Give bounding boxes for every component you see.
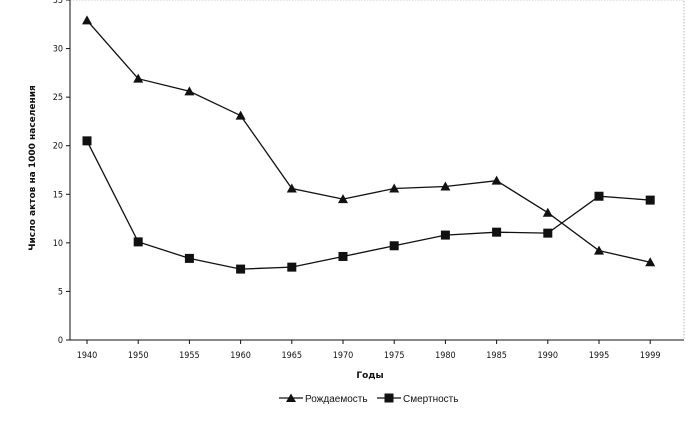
y-tick-label: 30 [53, 45, 63, 55]
point-death [184, 253, 194, 263]
x-tick-label: 1955 [179, 351, 200, 361]
x-tick-label: 1970 [333, 351, 354, 361]
point-birth [645, 257, 656, 267]
point-birth [133, 73, 144, 83]
x-axis-title: Годы [356, 371, 383, 381]
point-death [236, 264, 246, 274]
y-tick-label: 10 [53, 239, 63, 249]
point-death [287, 262, 297, 272]
legend-label-death: Смертность [403, 394, 458, 405]
y-tick-label: 25 [53, 93, 63, 103]
point-death [492, 227, 502, 237]
series-line-death [86, 140, 651, 270]
x-tick-label: 1985 [486, 351, 507, 361]
point-death [543, 228, 553, 238]
x-tick-label: 1965 [281, 351, 302, 361]
y-tick-label: 0 [58, 336, 63, 346]
point-birth [338, 194, 348, 204]
legend-marker-square [384, 393, 394, 403]
point-death [82, 136, 92, 146]
x-tick-label: 1980 [435, 351, 456, 361]
y-ticks: 0 5 10 15 20 25 30 35 [53, 0, 70, 346]
series-death [82, 136, 655, 274]
point-birth [440, 181, 451, 191]
x-tick-label: 1950 [128, 351, 149, 361]
plot-area [69, 0, 685, 341]
point-death [389, 241, 399, 251]
y-tick-label: 35 [53, 0, 63, 6]
series-line-birth [86, 19, 651, 263]
point-death [440, 230, 450, 240]
x-tick-label: 1990 [537, 351, 558, 361]
point-birth [389, 183, 400, 193]
y-axis-title: Число актов на 1000 населения [28, 85, 38, 251]
x-tick-label: 1940 [77, 351, 98, 361]
point-birth [235, 110, 246, 120]
x-tick-label: 1995 [589, 351, 610, 361]
point-death [133, 237, 143, 247]
legend-marker-triangle [286, 393, 296, 402]
y-tick-label: 5 [58, 287, 63, 297]
series-layer [82, 15, 656, 274]
x-tick-label: 1975 [384, 351, 405, 361]
point-death [645, 195, 655, 205]
x-tick-label: 1960 [230, 351, 251, 361]
legend: Рождаемость Смертность [279, 393, 458, 405]
x-tick-label: 1999 [640, 351, 661, 361]
point-birth [594, 245, 604, 255]
point-birth [542, 207, 553, 217]
point-birth [491, 175, 502, 185]
point-birth [82, 15, 92, 25]
point-death [594, 191, 604, 201]
point-death [338, 251, 348, 261]
y-tick-label: 15 [53, 190, 63, 200]
x-ticks: 1940 1950 1955 1960 1965 1970 1975 1980 1985 1990… [77, 340, 661, 361]
legend-label-birth: Рождаемость [305, 394, 368, 405]
point-birth [286, 183, 297, 193]
y-tick-label: 20 [53, 142, 63, 152]
series-birth [82, 15, 656, 267]
point-birth [184, 86, 195, 96]
